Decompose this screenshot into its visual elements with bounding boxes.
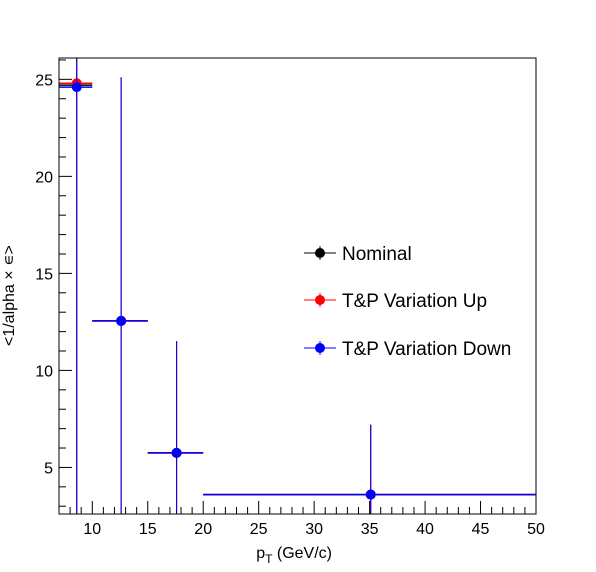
y-tick-label: 10 [35, 363, 53, 380]
y-tick-label: 5 [44, 460, 53, 477]
y-axis: 5 10 15 20 25 [35, 59, 72, 507]
x-axis: 10 15 20 25 30 35 40 45 50 [58, 501, 545, 538]
legend-entry: Nominal [304, 244, 412, 265]
data-point [365, 489, 376, 500]
x-tick-label: 10 [83, 521, 101, 538]
data-point [71, 82, 82, 93]
legend-label: Nominal [342, 244, 412, 265]
legend-entry: T&P Variation Up [304, 291, 487, 312]
x-axis-title: pT (GeV/c) [256, 545, 332, 566]
legend-label: T&P Variation Up [342, 291, 487, 312]
series-1 [59, 58, 536, 514]
data-point [171, 447, 182, 458]
x-axis-title-subscript: T [265, 552, 273, 566]
x-tick-label: 20 [194, 521, 212, 538]
series-2 [59, 58, 536, 514]
x-axis-title-main: p [256, 545, 265, 562]
x-tick-label: 35 [361, 521, 379, 538]
x-tick-label: 50 [527, 521, 545, 538]
legend-marker [315, 343, 325, 353]
x-tick-label: 45 [472, 521, 490, 538]
data-point [116, 315, 127, 326]
x-tick-label: 40 [416, 521, 434, 538]
x-tick-label: 15 [139, 521, 157, 538]
plot-frame [58, 57, 537, 515]
chart-marks [59, 58, 536, 514]
x-tick-label: 30 [305, 521, 323, 538]
y-tick-label: 25 [35, 72, 53, 89]
y-axis-title: <1/alpha × ∊> [1, 245, 18, 346]
legend-entry: T&P Variation Down [304, 339, 511, 360]
y-tick-label: 15 [35, 266, 53, 283]
legend-marker [315, 295, 325, 305]
legend: Nominal T&P Variation Up T&P Variation Dow… [304, 244, 511, 360]
x-tick-label: 25 [250, 521, 268, 538]
legend-marker [315, 248, 325, 258]
series-0 [59, 58, 536, 514]
x-axis-title-unit: (GeV/c) [272, 545, 332, 562]
y-tick-label: 20 [35, 169, 53, 186]
legend-label: T&P Variation Down [342, 339, 511, 360]
